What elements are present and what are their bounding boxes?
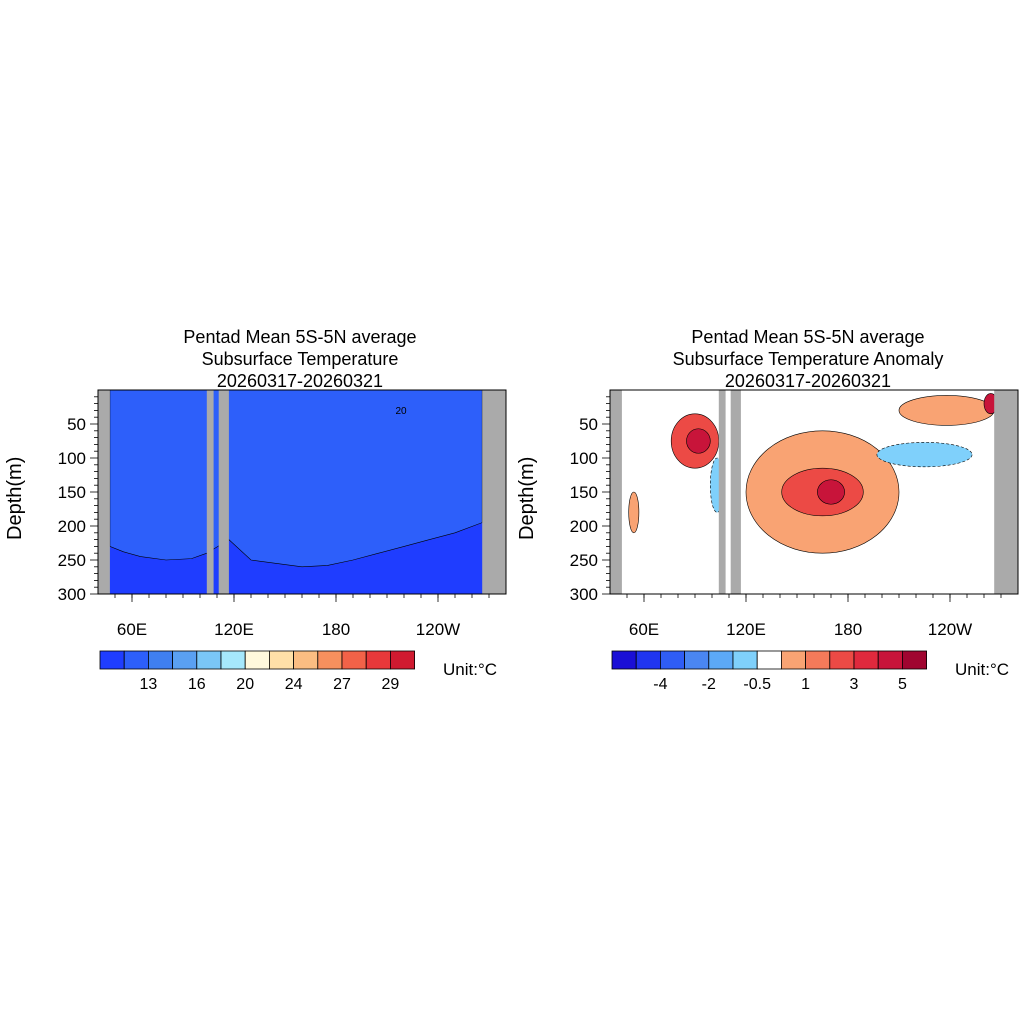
land-mask-3	[994, 390, 1018, 594]
land-mask-0	[98, 390, 110, 594]
colorbar-label: 24	[285, 676, 303, 693]
colorbar-label: -2	[702, 676, 716, 693]
y-tick-label: 100	[570, 449, 598, 468]
colorbar-label: 27	[333, 676, 351, 693]
colorbar-label: 29	[382, 676, 400, 693]
colorbar-label: 16	[188, 676, 206, 693]
anomaly-cold-eastern-band	[876, 442, 973, 468]
right-chart-title: Pentad Mean 5S-5N average Subsurface Tem…	[608, 326, 1008, 392]
y-tick-label: 150	[58, 483, 86, 502]
left-title-line-1: Pentad Mean 5S-5N average	[183, 327, 417, 347]
y-tick-label: 300	[58, 585, 86, 604]
right-title-line-3: 20260317-20260321	[724, 371, 892, 391]
colorbar-box	[756, 650, 782, 670]
colorbar-box	[99, 650, 125, 670]
left-chart-title: Pentad Mean 5S-5N average Subsurface Tem…	[150, 326, 450, 392]
colorbar-label: -4	[653, 676, 667, 693]
right-colorbar-unit: Unit:°C	[955, 660, 1010, 679]
y-tick-label: 250	[58, 551, 86, 570]
colorbar-box	[901, 650, 927, 670]
anomaly-warm-eastern-surface	[898, 395, 995, 426]
colorbar-box	[780, 650, 806, 670]
y-tick-label: 100	[58, 449, 86, 468]
x-tick-label: 180	[834, 620, 862, 639]
colorbar-box	[829, 650, 855, 670]
colorbar-box	[365, 650, 391, 670]
colorbar-box	[220, 650, 246, 670]
plot-area	[610, 390, 1018, 594]
anomaly-warm-far-west	[628, 491, 640, 534]
left-colorbar-unit: Unit:°C	[443, 660, 498, 679]
land-mask-2	[218, 390, 229, 594]
anomaly-warm-western-inner	[686, 428, 711, 454]
colorbar-box	[123, 650, 149, 670]
isotherm-13	[109, 390, 483, 568]
colorbar-box	[147, 650, 173, 670]
colorbar-box	[244, 650, 270, 670]
colorbar-box	[389, 650, 415, 670]
colorbar-box	[853, 650, 879, 670]
x-tick-label: 60E	[117, 620, 147, 639]
left-title-line-2: Subsurface Temperature	[201, 349, 399, 369]
anomaly-warm-central-inner	[817, 479, 845, 505]
y-tick-label: 300	[570, 585, 598, 604]
contour-label-20: 20	[396, 406, 408, 417]
colorbar-box	[659, 650, 685, 670]
colorbar-label: 13	[140, 676, 158, 693]
right-title-line-1: Pentad Mean 5S-5N average	[691, 327, 925, 347]
temperature-anomaly-section-chart: 50 100 150 200 250 300 60E 120E 180 120W -4 -2 -0.5 1…	[570, 389, 1019, 693]
colorbar-box	[293, 650, 319, 670]
land-mask-0	[610, 390, 622, 594]
land-mask-2	[730, 390, 741, 594]
x-tick-label: 180	[322, 620, 350, 639]
y-tick-label: 50	[579, 415, 598, 434]
colorbar-box	[268, 650, 294, 670]
y-tick-label: 200	[58, 517, 86, 536]
right-title-line-2: Subsurface Temperature Anomaly	[672, 349, 944, 369]
colorbar-box	[172, 650, 198, 670]
y-tick-label: 200	[570, 517, 598, 536]
land-mask-3	[482, 390, 506, 594]
x-tick-label: 120E	[726, 620, 766, 639]
x-tick-label: 120W	[416, 620, 460, 639]
colorbar-box	[708, 650, 734, 670]
colorbar-label: 5	[898, 676, 907, 693]
colorbar-box	[805, 650, 831, 670]
temperature-section-chart: 20 50 100 150 200 250 300 60E 120E 180 120W 13 16 20 2…	[58, 389, 507, 693]
colorbar-label: 20	[236, 676, 254, 693]
colorbar-box	[317, 650, 343, 670]
x-tick-label: 60E	[629, 620, 659, 639]
y-tick-label: 150	[570, 483, 598, 502]
land-mask-1	[206, 390, 214, 594]
colorbar-label: 3	[850, 676, 859, 693]
colorbar-box	[341, 650, 367, 670]
colorbar-label: -0.5	[743, 676, 771, 693]
colorbar-box	[877, 650, 903, 670]
x-tick-label: 120W	[928, 620, 972, 639]
colorbar-box	[684, 650, 710, 670]
colorbar-label: 1	[801, 676, 810, 693]
colorbar-box	[196, 650, 222, 670]
colorbar-box	[635, 650, 661, 670]
land-mask-1	[718, 390, 726, 594]
plot-area: 20	[98, 390, 506, 594]
y-tick-label: 250	[570, 551, 598, 570]
y-tick-label: 50	[67, 415, 86, 434]
colorbar-box	[611, 650, 637, 670]
left-title-line-3: 20260317-20260321	[216, 371, 384, 391]
colorbar-box	[732, 650, 758, 670]
x-tick-label: 120E	[214, 620, 254, 639]
